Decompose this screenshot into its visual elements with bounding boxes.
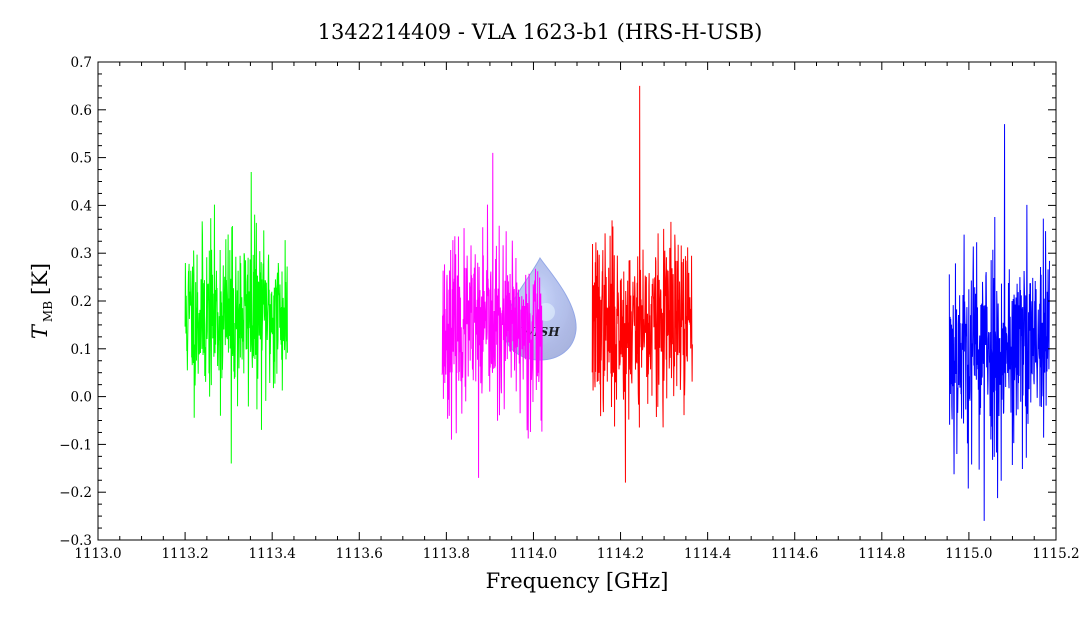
spectrum-series-line-1 — [184, 171, 288, 464]
y-tick-label: 0.4 — [71, 198, 92, 214]
x-tick-label: 1113.6 — [336, 546, 383, 562]
y-axis-label-main: T — [28, 323, 52, 339]
x-tick-label: 1114.6 — [771, 546, 818, 562]
chart-title: 1342214409 - VLA 1623-b1 (HRS-H-USB) — [318, 20, 763, 44]
y-tick-label: 0.1 — [71, 342, 92, 358]
y-tick-label: 0.7 — [71, 55, 92, 71]
x-tick-label: 1113.8 — [423, 546, 470, 562]
y-tick-label: 0.2 — [71, 294, 92, 310]
series-layer — [184, 85, 1050, 521]
y-tick-label: −0.2 — [59, 485, 92, 501]
y-tick-label: 0.6 — [71, 103, 92, 119]
y-tick-label: −0.1 — [59, 437, 92, 453]
x-tick-label: 1114.2 — [597, 546, 644, 562]
y-tick-label: 0.5 — [71, 151, 92, 167]
y-tick-label: 0.0 — [71, 390, 92, 406]
spectrum-series-line-2 — [441, 152, 543, 478]
x-tick-label: 1115.2 — [1032, 546, 1079, 562]
x-tick-label: 1114.0 — [510, 546, 557, 562]
spectrum-series-line-4 — [948, 124, 1050, 521]
x-tick-label: 1113.2 — [161, 546, 208, 562]
x-tick-label: 1114.8 — [858, 546, 905, 562]
y-tick-label: −0.3 — [59, 533, 92, 549]
axis-layer: 1113.0 1113.2 1113.4 1113.6 1113.8 1114.0 1114… — [59, 55, 1079, 562]
x-axis-label: Frequency [GHz] — [486, 569, 669, 593]
svg-text:TMB[K]: TMB [K] — [28, 263, 55, 339]
x-tick-label: 1114.4 — [684, 546, 731, 562]
spectrum-series-line-3 — [591, 85, 693, 483]
y-axis-label: TMB [K] — [28, 263, 55, 339]
x-tick-label: 1113.4 — [249, 546, 296, 562]
x-tick-label: 1113.0 — [74, 546, 121, 562]
y-axis-label-unit: [K] — [28, 263, 52, 295]
y-tick-label: 0.3 — [71, 246, 92, 262]
x-tick-label: 1115.0 — [945, 546, 992, 562]
y-axis-label-subscript: MB — [41, 301, 55, 322]
